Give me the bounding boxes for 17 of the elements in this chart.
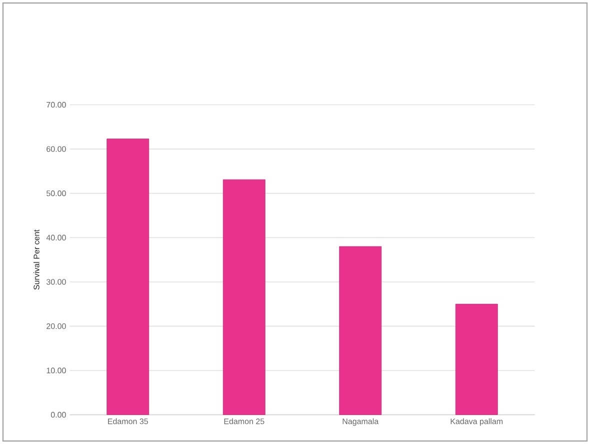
y-tick-label: 20.00 [46,323,66,330]
y-tick-label: 40.00 [46,234,66,240]
y-tick-label: 0.00 [50,412,66,418]
bar [222,179,266,415]
y-tick-label: 60.00 [46,146,66,152]
x-tick-label: Edamon 35 [108,418,148,424]
y-tick-label: 70.00 [46,102,66,108]
bar [455,304,498,415]
bar [106,138,150,415]
x-tick-label: Kadava pallam [450,418,503,426]
x-tick-label: Nagamala [342,418,379,426]
y-tick-label: 50.00 [46,190,66,196]
y-tick-label: 30.00 [46,279,66,285]
y-axis-title: Survival Per cent [33,230,40,290]
x-tick-label: Edamon 25 [224,418,264,424]
bar [339,246,382,415]
y-tick-label: 10.00 [46,368,66,374]
